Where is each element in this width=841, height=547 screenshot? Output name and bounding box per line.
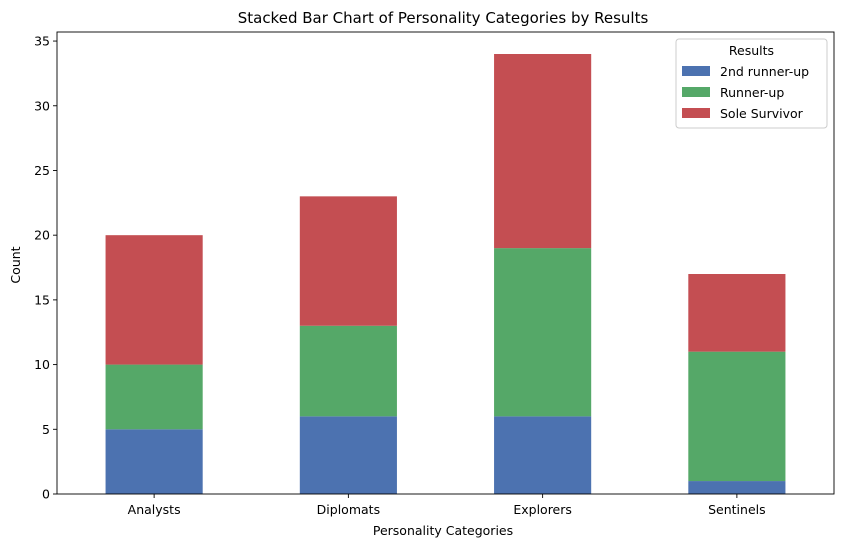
y-tick-label: 35 xyxy=(34,34,50,49)
legend-swatch-1 xyxy=(682,87,710,97)
legend-label-0: 2nd runner-up xyxy=(720,64,809,79)
x-axis-title: Personality Categories xyxy=(373,523,513,538)
y-tick-label: 10 xyxy=(34,357,50,372)
y-tick-label: 25 xyxy=(34,163,50,178)
bar-explorers-series-0 xyxy=(494,416,592,494)
bar-diplomats-series-0 xyxy=(299,416,397,494)
x-tick-label-sentinels: Sentinels xyxy=(708,502,766,517)
bar-analysts-series-2 xyxy=(105,235,203,365)
legend-label-2: Sole Survivor xyxy=(720,106,804,121)
bar-sentinels-series-1 xyxy=(688,351,786,482)
axes-layer: 0 5 10 15 20 25 30 35 Analysts Diplomats Explorers… xyxy=(34,31,835,517)
legend: Results 2nd runner-up Runner-up Sole Surviv… xyxy=(675,38,828,129)
legend-box xyxy=(675,38,828,129)
legend-swatch-2 xyxy=(682,108,710,118)
y-tick-label: 0 xyxy=(42,487,50,502)
y-axis-title: Count xyxy=(8,246,23,283)
y-tick-label: 15 xyxy=(34,292,50,307)
bar-explorers-series-2 xyxy=(494,54,592,249)
y-tick-label: 5 xyxy=(42,422,50,437)
bars-layer xyxy=(105,54,786,494)
chart-title: Stacked Bar Chart of Personality Categor… xyxy=(238,9,649,27)
y-tick-label: 30 xyxy=(34,98,50,113)
legend-label-1: Runner-up xyxy=(720,85,784,100)
bar-diplomats-series-2 xyxy=(299,196,397,326)
bar-diplomats-series-1 xyxy=(299,325,397,417)
y-tick-label: 20 xyxy=(34,228,50,243)
legend-swatch-0 xyxy=(682,66,710,76)
x-tick-label-diplomats: Diplomats xyxy=(317,502,380,517)
bar-analysts-series-1 xyxy=(105,364,203,430)
bar-sentinels-series-2 xyxy=(688,274,786,352)
bar-analysts-series-0 xyxy=(105,429,203,494)
plot-frame xyxy=(56,31,835,495)
bar-sentinels-series-0 xyxy=(688,481,786,494)
legend-title: Results xyxy=(729,43,774,58)
x-tick-label-analysts: Analysts xyxy=(128,502,181,517)
x-tick-label-explorers: Explorers xyxy=(513,502,572,517)
bar-explorers-series-1 xyxy=(494,248,592,417)
